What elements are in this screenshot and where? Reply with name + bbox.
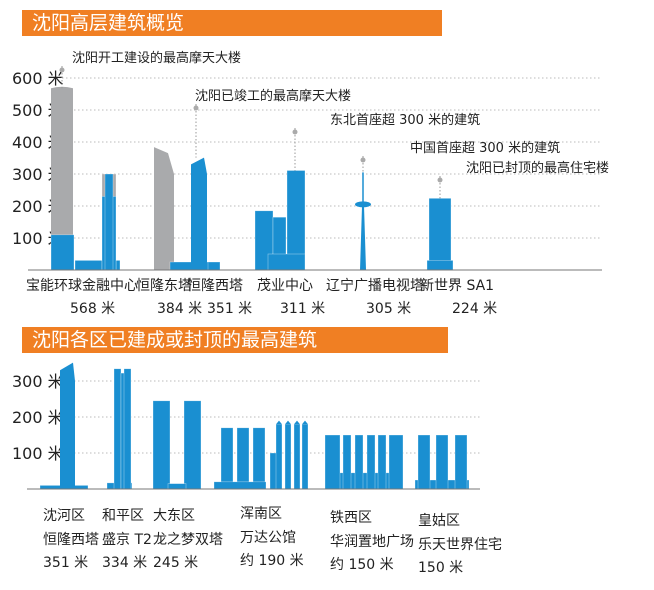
building-baoneng-base [50, 234, 75, 271]
building-tiexi-tower [377, 434, 387, 490]
annotation-text: 沈阳已封顶的最高住宅楼 [466, 160, 609, 176]
building-hunnan-spire [276, 420, 282, 425]
building-baoneng-annex-core [104, 173, 114, 271]
building-tv-tower-shaft [360, 206, 366, 270]
building-baoneng-tower [51, 86, 73, 271]
building-new-world-base [426, 260, 454, 271]
building-hunnan-tower [236, 427, 250, 490]
building-name-label: 华润置地广场 [330, 534, 414, 550]
building-tiexi-tower [342, 434, 352, 490]
building-heping-tower-a [113, 368, 122, 490]
annotation-dot [59, 67, 65, 73]
building-hunnan-spire [285, 420, 291, 425]
building-henglong-east [154, 147, 174, 270]
building-height-label: 568 米 [70, 301, 115, 317]
building-name-label: 宝能环球金融中心 [26, 278, 138, 294]
y-tick-label: 200 米 [12, 408, 64, 427]
building-height-label: 351 米 [207, 301, 252, 317]
building-height-label: 约 190 米 [240, 553, 304, 569]
building-hunnan-tower [220, 427, 234, 490]
building-henglong-west [191, 157, 207, 270]
building-hunnan-tower [252, 427, 266, 490]
building-height-label: 305 米 [366, 301, 411, 317]
building-name-label: 龙之梦双塔 [153, 532, 223, 548]
annotation-dot [360, 157, 366, 163]
building-tiexi-tower-a [324, 434, 341, 490]
annotation-dot [193, 105, 199, 111]
building-hunnan-spire-tower [275, 423, 283, 490]
building-height-label: 245 米 [153, 555, 198, 571]
building-huanggu-tower [435, 434, 449, 490]
building-height-label: 384 米 [157, 301, 202, 317]
building-name-label: 新世界 SA1 [420, 278, 494, 294]
annotation-dot [292, 129, 298, 135]
y-tick-label: 300 米 [12, 165, 64, 184]
building-hunnan-spire-tower [293, 423, 301, 490]
building-dadong-tower-b [183, 400, 202, 490]
building-huanggu-tower [454, 434, 468, 490]
building-maoye-podium [267, 253, 306, 271]
building-height-label: 334 米 [102, 555, 147, 571]
building-tiexi-tower [354, 434, 364, 490]
building-name-label: 辽宁广播电视塔 [326, 277, 424, 294]
annotation-dot [437, 177, 443, 183]
building-name-label: 恒隆西塔 [187, 278, 243, 294]
building-name-label: 恒隆西塔 [43, 532, 99, 548]
building-height-label: 约 150 米 [330, 557, 394, 573]
building-new-world-sa1 [428, 198, 452, 271]
chart1-title: 沈阳高层建筑概览 [22, 10, 442, 36]
building-hunnan-spire [302, 420, 308, 425]
building-dadong-podium [167, 483, 187, 490]
district-label: 和平区 [102, 508, 144, 524]
building-shenhe-tower [60, 362, 75, 489]
y-tick-label: 600 米 [12, 69, 64, 88]
annotation-text: 中国首座超 300 米的建筑 [410, 140, 560, 156]
district-label: 皇姑区 [418, 513, 460, 529]
building-height-label: 311 米 [280, 301, 325, 317]
district-label: 大东区 [153, 508, 195, 524]
building-height-label: 351 米 [43, 555, 88, 571]
y-tick-label: 500 米 [12, 101, 64, 120]
building-hunnan-spire-tower [301, 423, 309, 490]
building-hunnan-spire [294, 420, 300, 425]
building-hunnan-podium [213, 481, 267, 490]
annotation-text: 沈阳开工建设的最高摩天大楼 [72, 50, 241, 66]
y-tick-label: 100 米 [12, 444, 64, 463]
district-label: 沈河区 [43, 508, 85, 524]
building-hunnan-spire-tower [284, 423, 292, 490]
district-label: 铁西区 [330, 510, 372, 526]
building-name-label: 恒隆东塔 [136, 278, 192, 294]
y-tick-label: 200 米 [12, 197, 64, 216]
building-henglong-podium-2 [207, 261, 221, 271]
building-huanggu-tower [417, 434, 431, 490]
y-tick-label: 400 米 [12, 133, 64, 152]
chart2-title: 沈阳各区已建成或封顶的最高建筑 [22, 327, 448, 353]
building-heping-tower-b [123, 368, 132, 490]
building-name-label: 万达公馆 [240, 530, 296, 546]
building-name-label: 盛京 T2 [102, 532, 152, 548]
building-height-label: 224 米 [452, 301, 497, 317]
district-label: 浑南区 [240, 506, 282, 522]
annotation-text: 沈阳已竣工的最高摩天大楼 [195, 88, 351, 104]
building-name-label: 茂业中心 [257, 277, 313, 294]
y-tick-label: 300 米 [12, 372, 64, 391]
building-tiexi-tower-b [388, 434, 404, 490]
building-height-label: 150 米 [418, 560, 463, 576]
annotation-text: 东北首座超 300 米的建筑 [330, 112, 480, 128]
building-name-label: 乐天世界住宅 [418, 537, 502, 553]
building-tiexi-tower [366, 434, 376, 490]
building-dadong-tower-a [152, 400, 171, 490]
